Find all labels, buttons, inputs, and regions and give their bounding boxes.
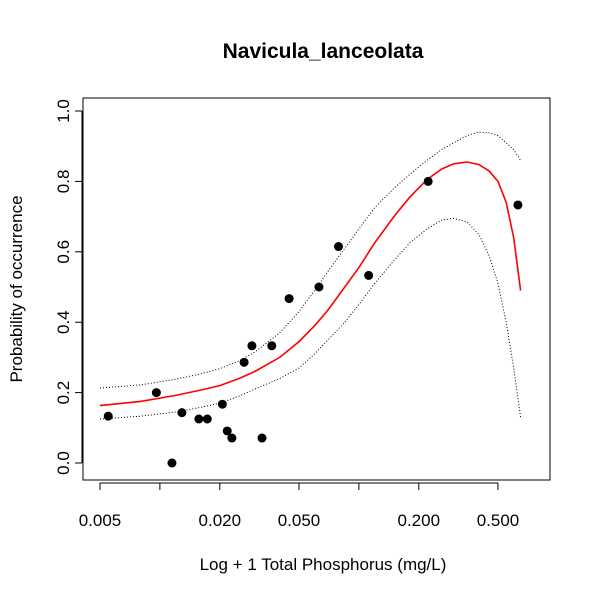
x-axis-label: Log + 1 Total Phosphorus (mg/L) [200,555,447,574]
data-point [202,414,212,424]
data-point [423,176,433,186]
x-tick-label: 0.020 [199,511,242,530]
data-point [222,426,232,436]
lower-confidence-band [99,217,522,420]
plot-area: 0.005 0.020 0.050 0.200 0.500 0.0 0.2 0.4 0.6 0.8… [54,97,551,530]
data-point [247,341,257,351]
data-point [513,200,523,210]
data-point [151,388,161,398]
x-tick-label: 0.500 [477,511,520,530]
y-tick-label: 0.8 [54,170,73,194]
data-point [314,282,324,292]
data-point [227,433,237,443]
y-tick-label: 0.4 [54,310,73,334]
data-point [267,341,277,351]
y-tick-label: 0.2 [54,381,73,405]
data-point [177,408,187,418]
y-axis-label: Probability of occurrence [7,195,26,382]
y-tick-label: 1.0 [54,99,73,123]
data-point [103,411,113,421]
data-point [364,270,374,280]
plot-frame [82,97,551,481]
x-tick-label: 0.200 [398,511,441,530]
x-tick-label: 0.005 [79,511,122,530]
data-point [194,414,204,424]
data-point [217,399,227,409]
data-point [334,242,344,252]
data-point [257,433,267,443]
chart-title: Navicula_lanceolata [223,40,424,63]
x-tick-label: 0.050 [278,511,321,530]
y-tick-label: 0.6 [54,240,73,264]
data-point [239,357,249,367]
upper-confidence-band [99,131,522,389]
data-point [284,294,294,304]
y-tick-label: 0.0 [54,451,73,475]
data-point [167,458,177,468]
fitted-curve [99,161,522,407]
